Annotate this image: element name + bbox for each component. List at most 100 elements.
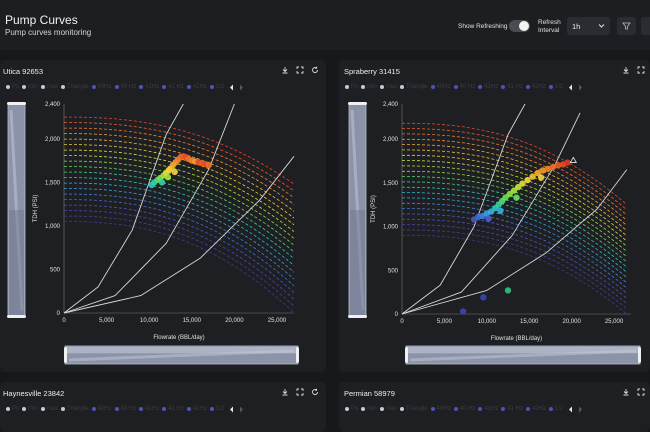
legend-item[interactable]: Triangle xyxy=(400,82,428,92)
x-zoom-handle-right[interactable] xyxy=(638,347,641,363)
download-icon[interactable] xyxy=(622,388,630,396)
legend-item[interactable]: 40Hz xyxy=(430,82,451,92)
data-point[interactable] xyxy=(554,162,562,169)
y-zoom-handle-top[interactable] xyxy=(348,102,367,105)
data-point[interactable] xyxy=(544,165,552,172)
filter-button[interactable] xyxy=(617,17,636,35)
data-point[interactable] xyxy=(205,161,212,169)
data-point[interactable] xyxy=(524,176,531,184)
y-zoom-handle-top[interactable] xyxy=(7,102,26,105)
x-zoom-slider[interactable] xyxy=(405,345,641,365)
more-button[interactable] xyxy=(641,17,650,35)
download-icon[interactable] xyxy=(622,66,630,74)
legend-item[interactable]: 41 Hz xyxy=(501,404,523,414)
data-point[interactable] xyxy=(487,208,495,215)
data-point[interactable] xyxy=(539,167,546,174)
chevron-right-icon[interactable] xyxy=(578,84,583,91)
legend-item[interactable]: 40 Hz xyxy=(453,404,475,414)
x-zoom-handle-right[interactable] xyxy=(296,347,299,363)
legend-item[interactable]: min xyxy=(361,404,377,414)
legend-item[interactable]: 40 Hz xyxy=(114,82,136,92)
data-point[interactable] xyxy=(504,287,512,294)
legend-item[interactable]: max xyxy=(379,404,397,414)
legend-item[interactable]: 1/2 xyxy=(209,82,224,92)
legend-item[interactable]: min xyxy=(22,82,38,92)
chevron-right-icon[interactable] xyxy=(578,406,583,413)
legend-item[interactable]: 1/2 xyxy=(209,404,224,414)
data-point[interactable] xyxy=(164,174,172,181)
legend-item[interactable]: Ps xyxy=(6,82,19,92)
data-point[interactable] xyxy=(510,187,518,194)
legend-item[interactable]: min xyxy=(361,82,377,92)
legend-item[interactable]: 40Hz xyxy=(91,404,112,414)
legend-item[interactable]: 1/2 xyxy=(548,404,563,414)
data-point[interactable] xyxy=(497,207,504,214)
y-zoom-handle-bottom[interactable] xyxy=(7,315,26,318)
refresh-interval-select[interactable]: 1h xyxy=(567,17,610,35)
data-point[interactable] xyxy=(529,173,536,180)
data-point[interactable] xyxy=(480,294,487,301)
data-point[interactable] xyxy=(537,174,545,181)
legend-item[interactable]: min xyxy=(22,404,38,414)
legend-item[interactable]: 42Hz xyxy=(525,404,546,414)
legend-item[interactable]: Triangle xyxy=(400,404,428,414)
legend-item[interactable]: max xyxy=(40,404,58,414)
legend-item[interactable]: Ps xyxy=(345,404,358,414)
x-zoom-handle-left[interactable] xyxy=(405,347,408,363)
legend-item[interactable]: 41Hz xyxy=(478,404,498,414)
legend-item[interactable]: 40Hz xyxy=(91,82,112,92)
data-point[interactable] xyxy=(534,169,541,177)
legend-item[interactable]: Ps xyxy=(6,404,19,414)
data-point[interactable] xyxy=(502,194,509,201)
chevron-left-icon[interactable] xyxy=(568,84,573,91)
data-point[interactable] xyxy=(549,163,557,171)
chevron-left-icon[interactable] xyxy=(229,406,234,413)
download-icon[interactable] xyxy=(281,66,289,74)
legend-item[interactable]: Triangle xyxy=(61,404,89,414)
refresh-icon[interactable] xyxy=(311,388,319,396)
legend-item[interactable]: 42Hz xyxy=(525,82,546,92)
legend-item[interactable]: 41Hz xyxy=(139,404,159,414)
legend-item[interactable]: 41Hz xyxy=(139,82,159,92)
legend-item[interactable]: 41 Hz xyxy=(162,82,184,92)
fullscreen-icon[interactable] xyxy=(296,66,304,74)
data-point[interactable] xyxy=(158,179,166,186)
x-zoom-slider[interactable] xyxy=(64,345,299,365)
show-refreshing-toggle[interactable] xyxy=(509,20,530,32)
data-point[interactable] xyxy=(506,190,513,198)
data-point[interactable] xyxy=(564,159,571,166)
data-point[interactable] xyxy=(470,216,478,223)
data-point[interactable] xyxy=(515,183,522,191)
fullscreen-icon[interactable] xyxy=(637,388,645,396)
y-zoom-slider[interactable] xyxy=(348,102,367,318)
legend-item[interactable]: 40 Hz xyxy=(114,404,136,414)
chevron-left-icon[interactable] xyxy=(229,84,234,91)
data-point[interactable] xyxy=(519,180,526,187)
legend-item[interactable]: 42Hz xyxy=(186,82,207,92)
legend-item[interactable]: max xyxy=(40,82,58,92)
legend-item[interactable]: 40 Hz xyxy=(453,82,475,92)
legend-item[interactable]: 1/2 xyxy=(548,82,563,92)
data-point[interactable] xyxy=(485,215,492,222)
fullscreen-icon[interactable] xyxy=(296,388,304,396)
triangle-marker[interactable] xyxy=(569,156,578,163)
x-zoom-handle-left[interactable] xyxy=(64,347,67,363)
refresh-icon[interactable] xyxy=(311,66,319,74)
legend-item[interactable]: max xyxy=(379,82,397,92)
chevron-right-icon[interactable] xyxy=(239,406,244,413)
legend-item[interactable]: Triangle xyxy=(61,82,89,92)
legend-item[interactable]: 41Hz xyxy=(478,82,498,92)
fullscreen-icon[interactable] xyxy=(637,66,645,74)
legend-item[interactable]: 40Hz xyxy=(430,404,451,414)
legend-item[interactable]: 41 Hz xyxy=(162,404,184,414)
legend-item[interactable]: 41 Hz xyxy=(501,82,523,92)
y-zoom-handle-bottom[interactable] xyxy=(348,315,367,318)
legend-item[interactable]: 42Hz xyxy=(186,404,207,414)
y-zoom-slider[interactable] xyxy=(7,102,26,318)
data-point[interactable] xyxy=(171,168,178,176)
legend-item[interactable]: Ps xyxy=(345,82,358,92)
data-point[interactable] xyxy=(459,308,467,315)
data-point[interactable] xyxy=(513,194,520,201)
download-icon[interactable] xyxy=(281,388,289,396)
chevron-right-icon[interactable] xyxy=(239,84,244,91)
